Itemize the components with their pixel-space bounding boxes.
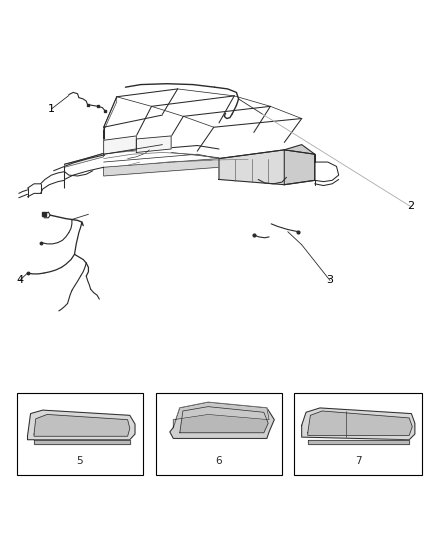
Polygon shape — [104, 158, 284, 176]
Polygon shape — [34, 440, 130, 444]
Text: 6: 6 — [215, 456, 223, 466]
Polygon shape — [170, 402, 274, 439]
Text: 7: 7 — [355, 456, 361, 466]
Bar — [156, 393, 282, 475]
Text: 3: 3 — [326, 276, 333, 286]
Polygon shape — [284, 144, 315, 184]
Polygon shape — [219, 150, 315, 184]
Polygon shape — [180, 407, 268, 433]
Text: 1: 1 — [48, 104, 55, 114]
Bar — [294, 393, 422, 475]
Polygon shape — [302, 408, 415, 440]
Polygon shape — [104, 136, 136, 154]
Polygon shape — [308, 440, 409, 444]
Polygon shape — [64, 97, 117, 188]
Bar — [17, 393, 143, 475]
Text: 2: 2 — [407, 201, 414, 212]
Polygon shape — [136, 136, 171, 152]
Text: 5: 5 — [76, 456, 83, 466]
Polygon shape — [28, 410, 135, 440]
Polygon shape — [173, 402, 269, 427]
Polygon shape — [34, 415, 130, 436]
Text: 4: 4 — [16, 276, 23, 286]
Polygon shape — [308, 411, 412, 435]
